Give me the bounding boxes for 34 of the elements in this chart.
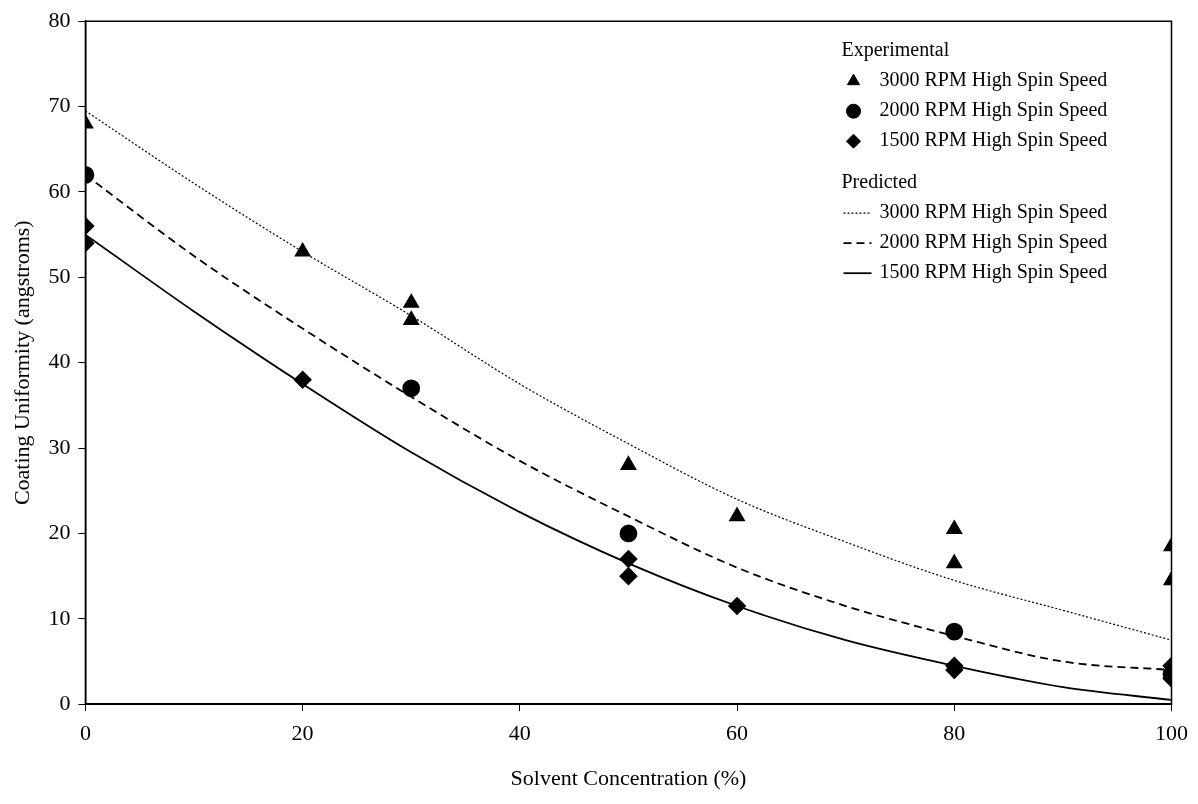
x-tick-label: 100	[1155, 720, 1188, 746]
point	[403, 311, 420, 325]
legend-label: 2000 RPM High Spin Speed	[879, 230, 1108, 254]
y-tick-label: 70	[48, 92, 71, 118]
x-tick-label: 20	[291, 720, 314, 746]
point	[619, 550, 638, 568]
point	[728, 597, 746, 615]
point	[619, 524, 638, 543]
legend-title: Experimental	[841, 38, 950, 62]
y-tick-label: 50	[48, 263, 71, 289]
y-tick-label: 80	[48, 6, 71, 32]
legend-label: 3000 RPM High Spin Speed	[879, 200, 1108, 224]
x-tick-label: 40	[508, 720, 531, 746]
x-tick-label: 80	[943, 720, 966, 746]
legend-label: 1500 RPM High Spin Speed	[879, 128, 1108, 152]
point	[619, 567, 638, 586]
annotation: Predicted	[841, 170, 918, 193]
y-axis-title: Coating Uniformity (angstroms)	[8, 220, 34, 506]
y-tick-label: 0	[59, 689, 71, 715]
y-tick-label: 10	[48, 604, 71, 630]
legend-label: 3000 RPM High Spin Speed	[879, 68, 1108, 92]
y-tick-label: 20	[48, 519, 71, 545]
y-tick-label: 30	[48, 433, 71, 459]
point	[403, 294, 420, 308]
x-tick-label: 60	[726, 720, 749, 746]
point	[620, 456, 637, 471]
x-axis-title: Solvent Concentration (%)	[510, 764, 747, 790]
point	[729, 507, 745, 522]
legend-label: 2000 RPM High Spin Speed	[879, 98, 1108, 122]
legend-label: 1500 RPM High Spin Speed	[879, 260, 1108, 284]
x-tick-label: 0	[79, 720, 91, 746]
y-tick-label: 60	[48, 177, 71, 203]
y-tick-label: 40	[48, 348, 71, 374]
point	[402, 379, 421, 398]
